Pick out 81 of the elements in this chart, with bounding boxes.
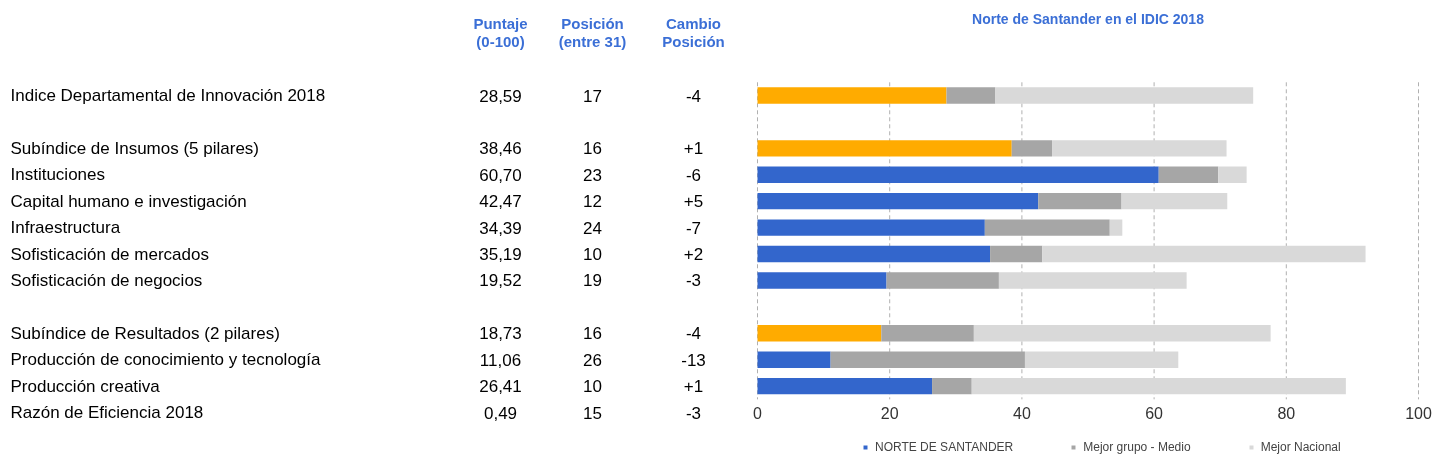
category-label: Subíndice de Resultados (2 pilares) xyxy=(10,323,280,343)
bar xyxy=(1109,219,1123,236)
data-label: +1 xyxy=(683,139,704,159)
data-label: 10 xyxy=(583,245,602,265)
data-label: -3 xyxy=(685,271,702,291)
chart-title: Norte de Santander en el IDIC 2018 xyxy=(972,10,1205,27)
bar xyxy=(757,245,991,263)
category-label: Sofisticación de mercados xyxy=(10,244,209,264)
data-label: 28,59 xyxy=(479,86,522,106)
x-tick-label: 40 xyxy=(1013,404,1031,422)
legend-label: Posición (entre 31) xyxy=(558,14,627,51)
data-label: 19,52 xyxy=(479,271,522,291)
data-label: 38,46 xyxy=(479,139,522,159)
bar xyxy=(757,351,831,368)
data-label: 10 xyxy=(583,377,602,397)
data-label: 34,39 xyxy=(479,218,522,238)
data-label: +2 xyxy=(683,245,704,265)
x-tick-label: 100 xyxy=(1405,404,1432,422)
x-tick-label: 0 xyxy=(753,404,763,422)
data-label: +5 xyxy=(683,192,704,212)
category-label: Subíndice de Insumos (5 pilares) xyxy=(10,138,260,158)
data-label: 24 xyxy=(583,218,602,238)
legend-label: Mejor Nacional xyxy=(1260,440,1341,454)
bar xyxy=(757,272,887,289)
data-label: -3 xyxy=(685,403,702,423)
data-label: -6 xyxy=(685,165,702,185)
data-label: 17 xyxy=(583,86,602,106)
data-label: 15 xyxy=(583,403,602,423)
x-tick-label: 20 xyxy=(880,404,899,422)
bar xyxy=(1121,192,1228,210)
bar xyxy=(757,377,933,395)
category-label: Capital humano e investigación xyxy=(10,191,247,211)
x-tick-label: 80 xyxy=(1277,404,1296,422)
legend-label: Mejor grupo - Medio xyxy=(1083,440,1191,454)
category-label: Infraestructura xyxy=(10,218,121,238)
bar xyxy=(971,377,1346,395)
bar xyxy=(973,325,1271,342)
bar xyxy=(995,87,1254,104)
data-label: 60,70 xyxy=(479,165,522,185)
data-label: 23 xyxy=(583,165,602,185)
bar xyxy=(757,325,882,342)
data-label: 19 xyxy=(583,271,602,291)
data-label: 26,41 xyxy=(479,377,522,397)
bar xyxy=(1042,245,1366,263)
legend-label: NORTE DE SANTANDER xyxy=(875,440,1014,454)
data-label: 18,73 xyxy=(479,324,522,344)
category-label: Razón de Eficiencia 2018 xyxy=(10,403,204,423)
bar xyxy=(757,192,1039,210)
legend-label: Puntaje (0-100) xyxy=(473,14,528,51)
data-label: 35,19 xyxy=(479,245,522,265)
data-label: 16 xyxy=(583,324,602,344)
data-label: -7 xyxy=(685,218,702,238)
data-label: 26 xyxy=(583,350,602,370)
bar xyxy=(1038,192,1122,210)
legend-label: Cambio Posición xyxy=(662,14,725,51)
bar xyxy=(998,272,1187,289)
data-label: +1 xyxy=(683,377,704,397)
category-label: Sofisticación de negocios xyxy=(10,270,203,290)
bar xyxy=(1158,166,1219,183)
bar xyxy=(1218,166,1247,183)
category-label: Producción de conocimiento y tecnología xyxy=(10,350,322,370)
category-label: Indice Departamental de Innovación 2018 xyxy=(10,86,326,105)
bar xyxy=(757,219,985,236)
data-label: -4 xyxy=(685,86,702,106)
category-label: Producción creativa xyxy=(10,376,161,396)
data-label: 42,47 xyxy=(479,192,522,212)
data-label: 16 xyxy=(583,139,602,159)
data-label: -13 xyxy=(681,350,706,370)
bar xyxy=(757,166,1159,183)
bar xyxy=(757,87,947,104)
bar xyxy=(757,140,1012,157)
data-label: -4 xyxy=(685,324,702,344)
bar xyxy=(932,377,972,395)
bar xyxy=(946,87,996,104)
data-label: 12 xyxy=(583,192,602,212)
category-label: Instituciones xyxy=(10,165,105,185)
data-label: 0,49 xyxy=(483,403,518,423)
bar xyxy=(1052,140,1227,157)
x-tick-label: 60 xyxy=(1145,404,1164,422)
data-label: 11,06 xyxy=(479,350,522,370)
bar xyxy=(1024,351,1179,368)
